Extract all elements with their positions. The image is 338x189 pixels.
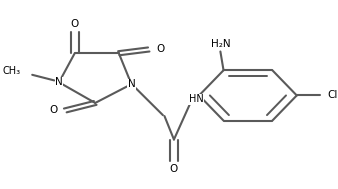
Text: HN: HN [189, 94, 203, 104]
Text: O: O [170, 164, 178, 174]
Text: N: N [55, 77, 63, 87]
Text: N: N [127, 79, 135, 89]
Text: H₂N: H₂N [211, 39, 230, 49]
Text: Cl: Cl [327, 91, 338, 100]
Text: O: O [49, 105, 57, 115]
Text: O: O [156, 44, 165, 54]
Text: O: O [71, 19, 79, 29]
Text: CH₃: CH₃ [2, 66, 21, 76]
